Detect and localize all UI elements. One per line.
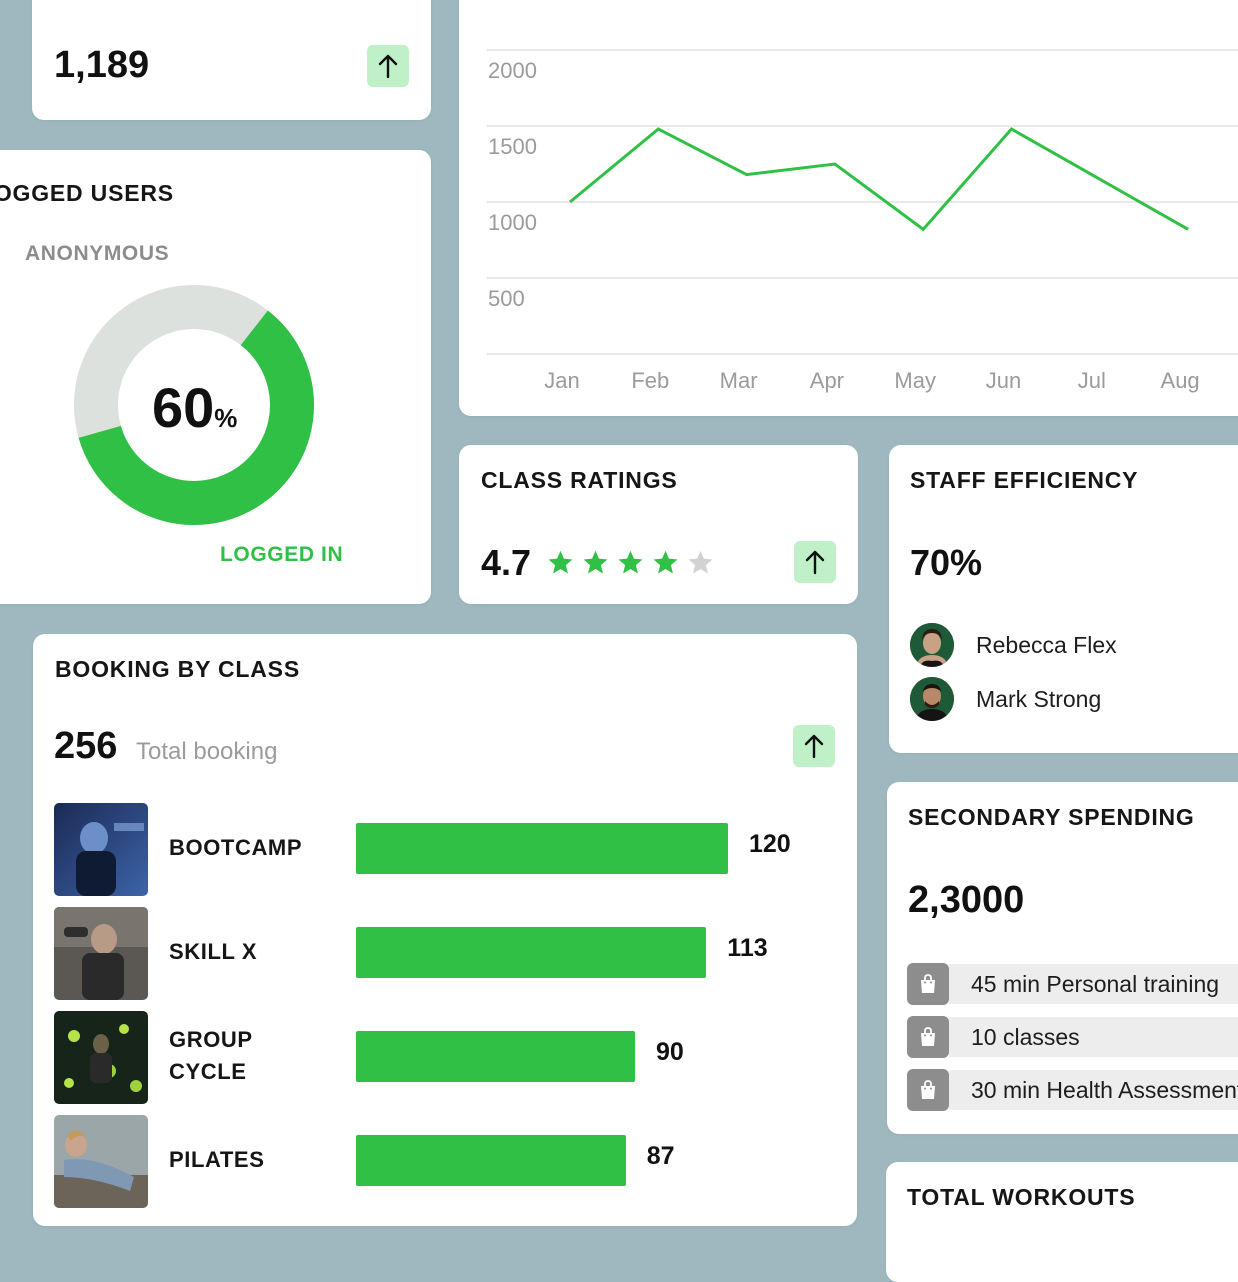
booking-bar (356, 1031, 635, 1082)
booking-row[interactable]: PILATES 87 (54, 1115, 844, 1209)
rating-stars (547, 549, 714, 576)
secondary-spending-value: 2,3000 (908, 879, 1025, 921)
class-ratings-trend-button[interactable] (794, 541, 836, 583)
logged-users-card: LOGGED USERS ANONYMOUS 60% LOGGED IN (0, 150, 431, 604)
x-tick-label: Jun (986, 368, 1021, 393)
booking-class-label-line: PILATES (169, 1147, 265, 1172)
donut-percent: 60% (152, 375, 237, 440)
booking-bar-value: 87 (646, 1142, 675, 1170)
booking-bar-value: 113 (727, 934, 768, 962)
staff-efficiency-value: 70% (910, 542, 983, 583)
arrow-up-icon (805, 550, 825, 575)
spending-item[interactable]: 45 min Personal training (907, 963, 1238, 1005)
booking-by-class-card: BOOKING BY CLASS 256 Total booking BOOTC… (33, 634, 857, 1226)
secondary-spending-card: SECONDARY SPENDING 2,3000 45 min Persona… (887, 782, 1238, 1134)
staff-member-name: Rebecca Flex (976, 631, 1117, 658)
staff-member-name: Mark Strong (976, 685, 1102, 712)
top-stat-value: 1,189 (54, 44, 150, 86)
spending-item-label: 45 min Personal training (949, 964, 1238, 1004)
star-icon (548, 550, 573, 574)
avatar-image (910, 677, 954, 721)
staff-efficiency-card: STAFF EFFICIENCY 70% Rebecca Flex Mark S… (889, 445, 1238, 753)
series-line (569, 127, 1189, 232)
y-tick-label: 2000 (488, 58, 537, 83)
class-ratings-value: 4.7 (481, 542, 532, 583)
class-thumbnail (54, 907, 148, 1000)
secondary-spending-title: SECONDARY SPENDING (908, 804, 1195, 830)
booking-row[interactable]: SKILL X 113 (54, 907, 844, 1001)
staff-member[interactable]: Mark Strong (910, 677, 1101, 721)
booking-class-label: SKILL X (169, 936, 257, 968)
x-tick-label: Jul (1078, 368, 1106, 393)
spending-item-label: 30 min Health Assessment (949, 1070, 1238, 1110)
star-icon (618, 550, 643, 574)
donut-percent-unit: % (214, 403, 238, 433)
booking-class-label-line: CYCLE (169, 1059, 247, 1084)
booking-bar-value: 90 (656, 1038, 684, 1066)
y-tick-label: 1500 (488, 134, 537, 159)
shopping-bag-icon (907, 1069, 949, 1111)
avatar (910, 623, 954, 667)
anonymous-label: ANONYMOUS (25, 242, 170, 265)
shopping-bag-icon (907, 963, 949, 1005)
line-chart-card: 2000 1500 1000 500 Jan Feb Mar Apr May Jun Jul Aug (459, 0, 1238, 416)
staff-member[interactable]: Rebecca Flex (910, 623, 1117, 667)
booking-total: 256 (54, 725, 118, 767)
x-tick-label: Apr (810, 368, 844, 393)
shopping-bag-icon (907, 1016, 949, 1058)
logged-in-label: LOGGED IN (220, 543, 344, 566)
booking-class-label: BOOTCAMP (169, 832, 302, 864)
booking-class-label-line: SKILL X (169, 939, 258, 964)
y-tick-label: 500 (488, 286, 525, 311)
class-thumbnail (54, 1115, 148, 1208)
booking-bar (356, 823, 728, 874)
booking-class-label: GROUP CYCLE (169, 1024, 253, 1088)
class-thumbnail (54, 1011, 148, 1104)
star-icon (653, 550, 678, 574)
booking-class-label-line: BOOTCAMP (169, 835, 303, 860)
x-tick-label: Aug (1161, 368, 1200, 393)
avatar (910, 677, 954, 721)
class-thumbnail (54, 803, 148, 896)
total-workouts-card: TOTAL WORKOUTS (886, 1162, 1238, 1282)
logged-users-title: LOGGED USERS (0, 180, 174, 206)
top-stat-trend-button[interactable] (367, 45, 409, 87)
class-ratings-card: CLASS RATINGS 4.7 (459, 445, 858, 604)
booking-total-label: Total booking (136, 738, 278, 765)
logged-users-donut (74, 285, 314, 525)
y-tick-label: 1000 (488, 210, 537, 235)
star-icon (583, 550, 608, 574)
booking-trend-button[interactable] (793, 725, 835, 767)
line-chart: 2000 1500 1000 500 Jan Feb Mar Apr May Jun Jul Aug (487, 49, 1238, 393)
star-icon (688, 550, 713, 574)
total-workouts-title: TOTAL WORKOUTS (907, 1184, 1136, 1210)
spending-item[interactable]: 30 min Health Assessment (907, 1069, 1238, 1111)
arrow-up-icon (378, 54, 398, 79)
booking-row[interactable]: BOOTCAMP 120 (54, 803, 844, 897)
donut-percent-value: 60 (152, 376, 215, 439)
booking-class-label: PILATES (169, 1144, 264, 1176)
booking-bar (356, 1135, 626, 1186)
x-tick-label: Feb (631, 368, 669, 393)
x-tick-label: Jan (544, 368, 579, 393)
spending-item[interactable]: 10 classes (907, 1016, 1238, 1058)
booking-bar (356, 927, 707, 978)
arrow-up-icon (804, 734, 824, 759)
booking-bar-value: 120 (749, 830, 791, 858)
x-tick-label: Mar (720, 368, 758, 393)
spending-item-label: 10 classes (949, 1017, 1238, 1057)
avatar-image (910, 623, 954, 667)
staff-efficiency-title: STAFF EFFICIENCY (910, 467, 1139, 493)
booking-row[interactable]: GROUP CYCLE 90 (54, 1011, 844, 1105)
x-tick-label: May (894, 368, 936, 393)
booking-title: BOOKING BY CLASS (55, 656, 300, 682)
booking-class-label-line: GROUP (169, 1027, 253, 1052)
class-ratings-title: CLASS RATINGS (481, 467, 678, 493)
top-stat-card: 1,189 (32, 0, 431, 120)
